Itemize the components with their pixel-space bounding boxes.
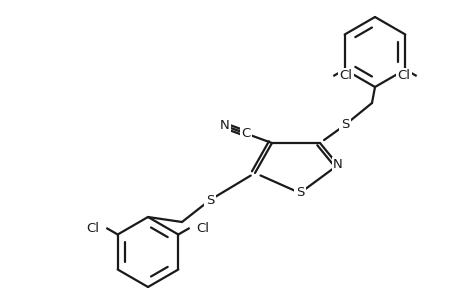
Text: Cl: Cl <box>86 222 99 235</box>
Text: Cl: Cl <box>196 222 209 235</box>
Text: N: N <box>332 158 342 172</box>
Text: S: S <box>340 118 348 131</box>
Text: S: S <box>295 187 303 200</box>
Text: Cl: Cl <box>339 69 352 82</box>
Text: N: N <box>220 119 230 132</box>
Text: S: S <box>205 194 214 206</box>
Text: Cl: Cl <box>397 69 410 82</box>
Text: C: C <box>241 127 250 140</box>
